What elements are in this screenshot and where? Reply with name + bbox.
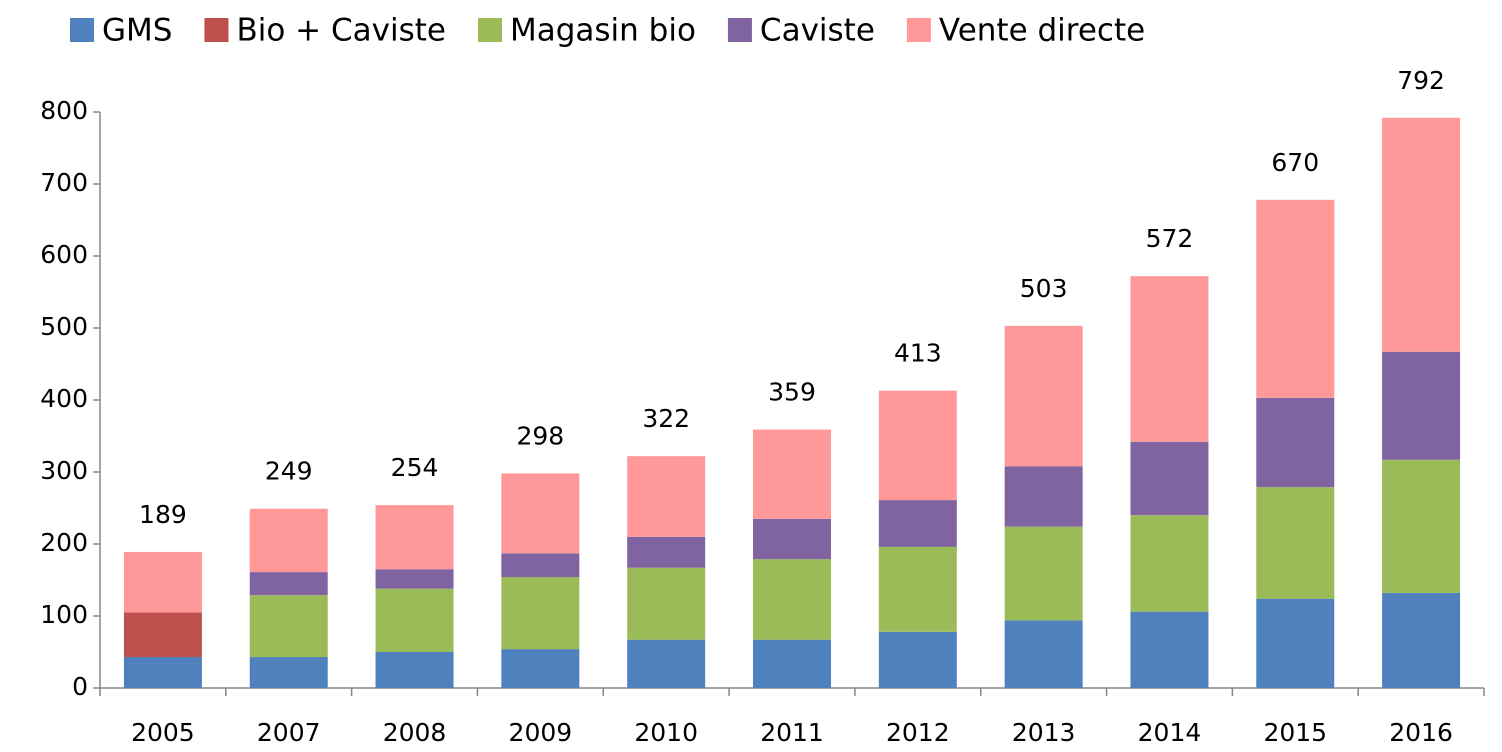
bar-segment xyxy=(1130,276,1209,442)
bar-segment xyxy=(878,546,957,632)
bar-segment xyxy=(249,595,328,658)
y-tick-label: 100 xyxy=(40,600,88,629)
y-tick-label: 500 xyxy=(40,312,88,341)
total-label: 189 xyxy=(139,500,187,529)
bar-segment xyxy=(627,536,706,568)
x-tick-label: 2014 xyxy=(1138,718,1202,747)
y-tick-label: 600 xyxy=(40,240,88,269)
legend-swatch xyxy=(906,18,931,42)
total-label: 572 xyxy=(1146,224,1194,253)
legend-label: Caviste xyxy=(760,13,875,49)
total-label: 792 xyxy=(1397,66,1445,95)
legend-swatch xyxy=(727,18,752,42)
legend-swatch xyxy=(70,18,94,42)
bar-segment xyxy=(1382,351,1461,460)
y-tick-label: 300 xyxy=(40,456,88,485)
bar-segment xyxy=(501,473,580,554)
legend-label: Bio + Caviste xyxy=(236,13,446,49)
x-tick-label: 2007 xyxy=(257,718,321,747)
total-label: 322 xyxy=(642,404,690,433)
bar-segment xyxy=(249,572,328,596)
bar-segment xyxy=(501,649,580,688)
bar-segment xyxy=(1004,526,1083,621)
y-tick-label: 800 xyxy=(40,96,88,125)
bar-segment xyxy=(753,429,831,519)
bar-segment xyxy=(1256,397,1335,488)
y-tick-label: 700 xyxy=(40,168,88,197)
x-tick-label: 2016 xyxy=(1389,718,1453,747)
bar-segment xyxy=(501,553,580,578)
bar-segment xyxy=(753,518,831,560)
bar-segment xyxy=(123,551,202,613)
bar-segment xyxy=(501,577,580,650)
legend-label: Vente directe xyxy=(939,13,1145,49)
total-label: 670 xyxy=(1271,148,1319,177)
bar-segment xyxy=(627,456,706,537)
total-label: 249 xyxy=(265,457,313,486)
bar-segment xyxy=(375,652,454,688)
bar-segment xyxy=(627,567,706,640)
bar-segment xyxy=(249,508,328,573)
bar-segment xyxy=(753,639,831,688)
bar-segment xyxy=(1130,611,1209,688)
bar-segment xyxy=(878,631,957,688)
x-tick-label: 2008 xyxy=(383,718,447,747)
bar-segment xyxy=(375,569,454,589)
total-label: 254 xyxy=(391,453,439,482)
total-label: 503 xyxy=(1020,274,1068,303)
bar-segment xyxy=(123,657,202,688)
bar-segment xyxy=(753,559,831,640)
bar-segment xyxy=(1130,441,1209,516)
bar-segment xyxy=(1256,199,1335,398)
total-label: 298 xyxy=(517,421,565,450)
x-tick-label: 2012 xyxy=(886,718,950,747)
bar-segment xyxy=(878,500,957,547)
bar-segment xyxy=(1004,325,1083,467)
x-tick-label: 2015 xyxy=(1263,718,1327,747)
legend-swatch xyxy=(477,18,502,42)
bar-segment xyxy=(627,639,706,688)
x-tick-label: 2013 xyxy=(1012,718,1076,747)
bar-segment xyxy=(123,612,202,658)
bar-segment xyxy=(878,390,957,501)
x-tick-label: 2010 xyxy=(634,718,698,747)
total-label: 413 xyxy=(894,339,942,368)
bar-segment xyxy=(1004,466,1083,527)
bar-segment xyxy=(375,588,454,652)
bar-segment xyxy=(1004,620,1083,688)
x-tick-label: 2005 xyxy=(131,718,195,747)
legend-label: GMS xyxy=(102,13,172,49)
x-tick-label: 2009 xyxy=(509,718,573,747)
y-tick-label: 400 xyxy=(40,384,88,413)
y-tick-label: 0 xyxy=(72,672,88,701)
bar-segment xyxy=(1256,487,1335,599)
bar-segment xyxy=(1382,117,1461,352)
bar-segment xyxy=(1382,459,1461,593)
bar-segment xyxy=(1256,598,1335,688)
bar-segment xyxy=(249,657,328,688)
legend-swatch xyxy=(204,18,229,42)
bar-segment xyxy=(375,505,454,570)
bar-segment xyxy=(1130,515,1209,612)
total-label: 359 xyxy=(768,378,816,407)
legend-label: Magasin bio xyxy=(510,13,696,49)
y-tick-label: 200 xyxy=(40,528,88,557)
bar-segment xyxy=(1382,592,1461,688)
x-tick-label: 2011 xyxy=(760,718,824,747)
